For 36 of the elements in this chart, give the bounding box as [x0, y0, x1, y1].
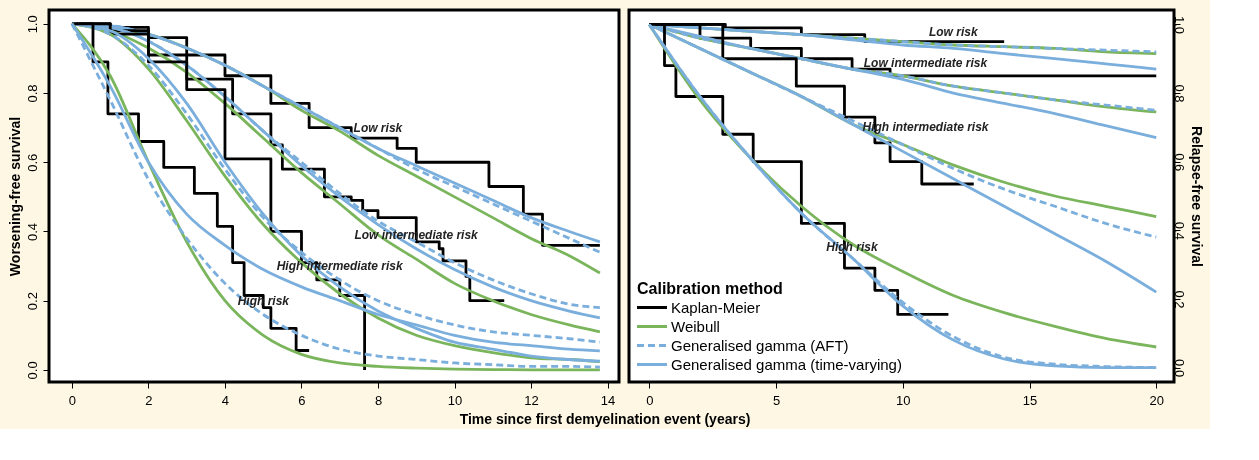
legend-label: Generalised gamma (AFT) [671, 336, 849, 354]
y2-tick-label: 0.8 [1171, 84, 1187, 103]
y-tick-label: 0.0 [24, 361, 40, 380]
y-tick-label: 0.2 [24, 292, 40, 311]
y2-tick-label: 0.4 [1171, 221, 1187, 240]
x-axis-title: Time since first demyelination event (years) [459, 410, 751, 427]
annotation: Low risk [353, 120, 404, 135]
legend-title: Calibration method [637, 279, 783, 297]
y-axis-title: Worsening-free survival [6, 116, 23, 277]
y-tick-label: 0.6 [24, 153, 40, 172]
x-tick-label: 10 [447, 392, 463, 408]
x-tick-label: 8 [374, 392, 383, 408]
y2-axis-title: Relapse-free survival [1188, 126, 1205, 267]
x-tick-label: 10 [896, 392, 911, 408]
x-tick-label: 0 [646, 392, 654, 408]
y-tick-label: 0.8 [24, 84, 40, 103]
y2-tick-label: 0.0 [1171, 359, 1187, 378]
x-tick-label: 12 [524, 392, 539, 408]
y2-tick-label: 1.0 [1171, 15, 1187, 34]
x-tick-label: 2 [145, 392, 153, 408]
x-tick-label: 5 [772, 392, 781, 408]
legend-label: Weibull [671, 317, 720, 335]
y2-tick-label: 0.2 [1171, 290, 1187, 309]
annotation: Low intermediate risk [863, 55, 989, 70]
y2-tick-label: 0.6 [1171, 153, 1187, 172]
legend-label: Generalised gamma (time-varying) [671, 355, 902, 373]
y-tick-label: 1.0 [24, 15, 40, 34]
x-tick-label: 6 [298, 392, 306, 408]
annotation: Low risk [928, 25, 979, 40]
x-tick-label: 20 [1149, 392, 1164, 408]
x-tick-label: 4 [221, 392, 230, 408]
x-tick-label: 0 [68, 392, 77, 408]
x-tick-label: 14 [600, 392, 616, 408]
y-tick-label: 0.4 [24, 222, 40, 242]
x-tick-label: 15 [1022, 392, 1038, 408]
legend-label: Kaplan-Meier [671, 298, 761, 316]
